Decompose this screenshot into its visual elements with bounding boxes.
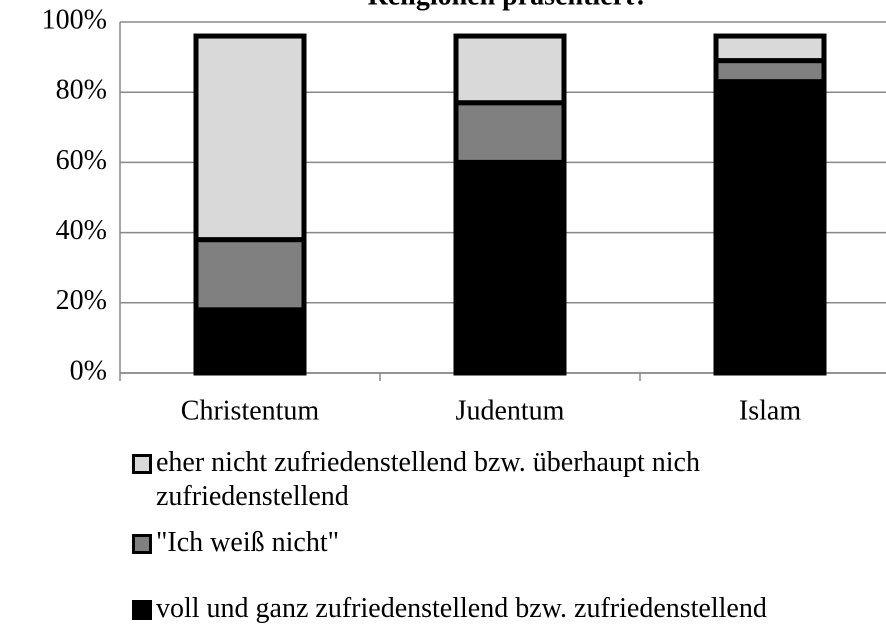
chart-title: Religionen präsentiert? bbox=[368, 0, 649, 11]
bar-segment bbox=[193, 237, 307, 313]
y-tick-label: 80% bbox=[56, 75, 107, 106]
bar-segment bbox=[453, 33, 567, 106]
legend-label: eher nicht zufriedenstellend bzw. überha… bbox=[156, 447, 700, 512]
bar-segment bbox=[713, 58, 827, 85]
bar-segment bbox=[453, 100, 567, 165]
y-tick-label: 20% bbox=[56, 285, 107, 316]
bar-segment bbox=[453, 159, 567, 376]
legend-item: "Ich weiß nicht" bbox=[130, 526, 856, 560]
legend-label: voll und ganz zufriedenstellend bzw. zuf… bbox=[156, 593, 767, 624]
x-tick-label: Judentum bbox=[456, 395, 565, 426]
legend-item: voll und ganz zufriedenstellend bzw. zuf… bbox=[130, 592, 856, 626]
bar-segment bbox=[713, 79, 827, 376]
chart: Religionen präsentiert? 0% 20% 40% 60% 80% 10… bbox=[42, 0, 886, 426]
legend-label: "Ich weiß nicht" bbox=[156, 527, 340, 558]
legend-swatch bbox=[132, 534, 152, 554]
legend-swatch bbox=[132, 454, 152, 474]
x-tick-label: Islam bbox=[739, 395, 801, 426]
y-tick-label: 100% bbox=[42, 4, 107, 35]
bar-segment bbox=[193, 33, 307, 243]
y-tick-label: 0% bbox=[70, 355, 107, 386]
y-tick-label: 40% bbox=[56, 215, 107, 246]
y-tick-label: 60% bbox=[56, 145, 107, 176]
bar-segment bbox=[713, 33, 827, 64]
x-tick-label: Christentum bbox=[181, 395, 320, 426]
legend-swatch bbox=[132, 600, 152, 620]
bar-segment bbox=[193, 307, 307, 376]
legend-item: eher nicht zufriedenstellend bzw. überha… bbox=[130, 446, 856, 514]
